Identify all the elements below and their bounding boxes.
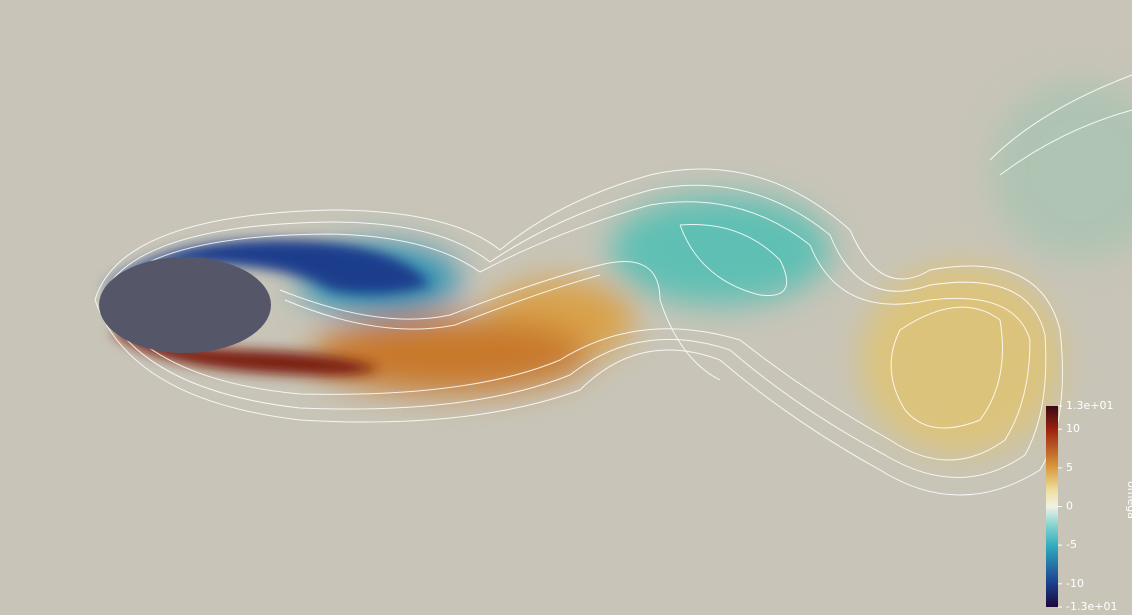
tick-label: 10 [1066, 422, 1080, 435]
cylinder [99, 257, 271, 353]
colorbar-title: omega [1125, 481, 1132, 519]
tick-label: 1.3e+01 [1066, 399, 1113, 412]
tick-label: 0 [1066, 500, 1073, 513]
tick-label: 5 [1066, 461, 1073, 474]
tick-label: -10 [1066, 577, 1084, 590]
colorbar [1046, 406, 1058, 607]
tick-label: -1.3e+01 [1066, 600, 1117, 613]
tick-label: -5 [1066, 538, 1077, 551]
render-view: omega 1.3e+01 10 5 0 -5 -10 -1.3e+01 [0, 0, 1132, 615]
